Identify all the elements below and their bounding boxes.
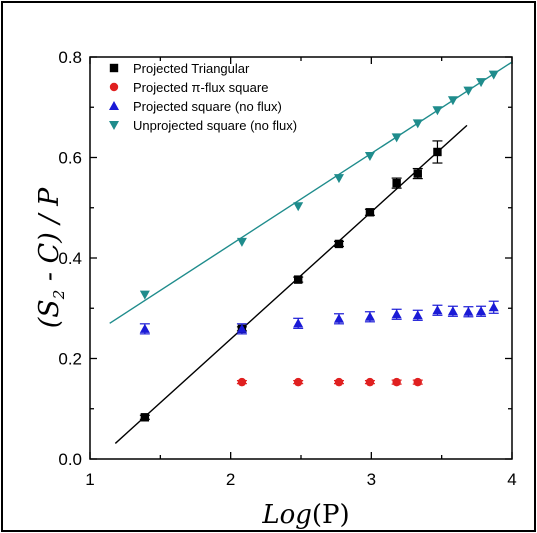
data-point: [365, 208, 375, 217]
legend-marker: [109, 63, 119, 73]
y-tick-label: 0.8: [58, 48, 82, 67]
y-tick-labels: 0.0 0.2 0.4 0.6 0.8: [58, 48, 82, 469]
data-point: [447, 306, 458, 316]
y-axis-title-s: S: [34, 299, 65, 318]
legend: Projected Triangular Projected π-flux squ…: [109, 61, 297, 133]
y-tick-label: 0.0: [58, 450, 82, 469]
x-axis-title-paren: (P): [312, 500, 350, 530]
fit-lines: [109, 61, 513, 444]
data-point: [333, 313, 344, 323]
y-axis-title: (S2 - C) / P: [34, 187, 68, 328]
legend-label: Projected π-flux square: [133, 80, 268, 95]
data-point: [412, 119, 423, 129]
axis-ticks: [89, 56, 513, 460]
x-axis-title-log: Log: [261, 500, 312, 530]
data-point: [293, 275, 303, 284]
data-point: [364, 311, 375, 321]
y-tick-label: 0.4: [58, 249, 82, 268]
legend-label: Projected square (no flux): [133, 99, 282, 114]
x-tick-label: 3: [367, 470, 376, 489]
data-point: [236, 237, 247, 247]
y-tick-label: 0.6: [58, 149, 82, 168]
data-point: [413, 169, 422, 178]
data-point: [237, 377, 247, 387]
data-point: [293, 202, 304, 212]
error-bars: [139, 140, 499, 420]
data-point: [334, 377, 344, 387]
data-point: [432, 106, 443, 116]
data-point: [488, 70, 499, 80]
data-point: [476, 78, 487, 88]
data-point: [293, 377, 303, 387]
data-point: [463, 306, 474, 316]
data-point: [392, 377, 401, 387]
data-point: [413, 377, 422, 387]
data-point: [293, 318, 304, 328]
data-point: [391, 309, 402, 319]
x-tick-labels: 1 2 3 4: [85, 470, 516, 489]
legend-marker: [109, 101, 119, 110]
data-point: [139, 323, 150, 333]
legend-marker: [109, 121, 119, 130]
data-point: [432, 305, 443, 315]
legend-marker: [109, 82, 119, 92]
y-axis-title-open: (: [34, 316, 65, 328]
data-point: [433, 147, 442, 157]
data-point: [364, 151, 375, 161]
data-point: [334, 239, 344, 249]
data-point: [463, 86, 474, 96]
y-axis-title-rest: - C) / P: [34, 187, 65, 290]
fit-line: [114, 124, 468, 444]
x-tick-label: 4: [507, 470, 516, 489]
data-point: [412, 310, 423, 320]
data-point: [236, 323, 247, 333]
x-axis-title: Log(P): [261, 500, 349, 530]
data-point: [447, 96, 458, 106]
data-point: [140, 413, 150, 422]
data-point: [488, 302, 499, 312]
data-point: [139, 290, 150, 300]
data-points: [139, 70, 499, 422]
legend-label: Unprojected square (no flux): [133, 118, 297, 133]
y-tick-label: 0.2: [58, 350, 82, 369]
legend-label: Projected Triangular: [133, 61, 250, 76]
data-point: [333, 174, 344, 184]
data-point: [476, 306, 487, 316]
fit-line: [109, 61, 513, 324]
data-point: [365, 377, 375, 387]
x-tick-label: 1: [85, 470, 94, 489]
y-axis-title-subscript: 2: [50, 290, 68, 301]
data-point: [391, 133, 402, 143]
x-tick-label: 2: [226, 470, 235, 489]
data-point: [392, 178, 401, 188]
